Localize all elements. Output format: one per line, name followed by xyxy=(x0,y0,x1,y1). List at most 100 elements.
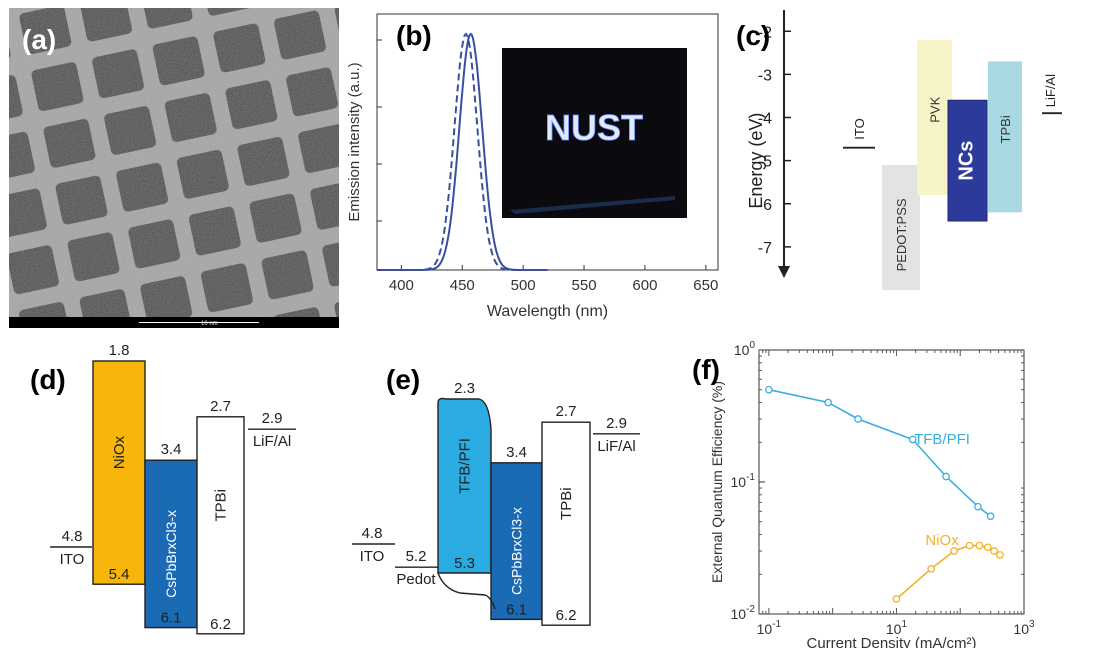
b-x-tick-label: 650 xyxy=(693,277,718,294)
band-label: TPBi xyxy=(558,487,575,520)
level-name: LiF/Al xyxy=(597,438,635,455)
band-label: NiOx xyxy=(111,435,128,469)
f-data-point xyxy=(996,551,1004,559)
f-data-point xyxy=(908,435,917,444)
band-label: TFB/PFI xyxy=(457,438,474,494)
b-y-axis-label: Emission intensity (a.u.) xyxy=(346,62,363,221)
level-value: 2.9 xyxy=(262,410,283,427)
f-data-point xyxy=(824,398,833,407)
f-data-point xyxy=(975,541,984,550)
b-series-dashed xyxy=(380,32,548,271)
band-label: CsPbBrxCl3-x xyxy=(509,507,525,595)
band-top-value: 1.8 xyxy=(109,342,130,359)
b-x-axis-label: Wavelength (nm) xyxy=(487,303,608,320)
b-inset-text: NUST xyxy=(545,107,643,148)
level-name: Pedot xyxy=(396,571,436,588)
f-data-point xyxy=(990,547,998,555)
f-data-point xyxy=(983,543,992,552)
f-data-point xyxy=(974,502,982,511)
level-value: 5.2 xyxy=(406,548,427,565)
c-band-label: PEDOT:PSS xyxy=(894,198,909,271)
panel-b-label: (b) xyxy=(396,20,432,51)
c-y-tick-label: -4 xyxy=(758,111,772,128)
f-data-point xyxy=(927,564,935,573)
band-top-value: 3.4 xyxy=(506,444,527,461)
panel-f-label: (f) xyxy=(692,354,720,385)
c-band-label: NCs xyxy=(956,141,978,181)
panel-d-diagram: 4.8 ITO 1.8 5.4 NiOx 3.4 6.1 CsPbBrxCl3-x 2.7 6.2… xyxy=(50,342,296,635)
b-inset-glow xyxy=(510,196,675,214)
band-0 xyxy=(437,397,492,574)
panel-b-chart: 400 450 500 550 600 650 Wavelength (nm) Emissio… xyxy=(346,13,719,320)
b-x-tick-label: 500 xyxy=(511,277,536,294)
b-inset-photo xyxy=(502,48,687,218)
band-1 xyxy=(490,462,543,621)
band-bottom-value: 6.2 xyxy=(210,616,231,633)
band-bottom-value: 6.2 xyxy=(556,607,577,624)
b-x-tick-label: 400 xyxy=(389,277,414,294)
band-top-value: 2.7 xyxy=(210,398,231,415)
c-ito-label: ITO xyxy=(852,118,867,139)
level-value: 2.9 xyxy=(606,415,627,432)
f-y-tick-label: 10-2 xyxy=(731,604,756,622)
band-2 xyxy=(196,416,245,635)
c-y-tick-label: -2 xyxy=(758,24,772,41)
level-name: ITO xyxy=(60,551,85,568)
b-x-tick-label: 550 xyxy=(572,277,597,294)
c-band-label: TPBi xyxy=(998,115,1013,143)
c-lifal-label: LiF/Al xyxy=(1043,74,1058,107)
level-name: ITO xyxy=(360,548,385,565)
f-series-label: TFB/PFI xyxy=(914,431,970,448)
c-band-pvk xyxy=(917,39,952,196)
f-data-point xyxy=(950,547,958,555)
f-y-axis-label: External Quantum Efficiency (%) xyxy=(709,381,725,583)
level-value: 4.8 xyxy=(362,525,383,542)
band-label: TPBi xyxy=(213,489,230,522)
c-band-tpbi xyxy=(988,61,1022,213)
f-y-tick-label: 10-1 xyxy=(731,472,756,490)
band-top-value: 2.3 xyxy=(454,380,475,397)
panel-e-label: (e) xyxy=(386,364,421,395)
band-top-value: 2.7 xyxy=(556,403,577,420)
band-top-value: 3.4 xyxy=(161,441,182,458)
b-x-tick-label: 600 xyxy=(632,277,657,294)
f-series-label: NiOx xyxy=(925,532,959,549)
c-band-label: PVK xyxy=(928,96,943,122)
band-bottom-value: 5.3 xyxy=(454,555,475,572)
band-bottom-value: 5.4 xyxy=(109,566,130,583)
b-series-solid xyxy=(377,32,548,271)
band-bottom-value: 6.1 xyxy=(161,610,182,627)
c-y-tick-label: -7 xyxy=(758,240,772,257)
f-x-tick-label: 10-1 xyxy=(757,619,782,637)
panel-a: 10 nm xyxy=(9,8,339,328)
band-0 xyxy=(92,360,146,585)
band-bend xyxy=(437,572,496,610)
c-y-axis-label: Energy (eV) xyxy=(746,113,766,209)
f-data-point xyxy=(965,541,974,550)
scalebar xyxy=(139,322,259,323)
f-data-point xyxy=(986,512,995,521)
f-x-axis-label: Current Density (mA/cm²) xyxy=(806,635,976,648)
band-2 xyxy=(541,421,591,626)
f-x-tick-label: 101 xyxy=(886,619,908,637)
f-y-tick-label: 100 xyxy=(734,340,756,358)
f-data-point xyxy=(942,472,950,481)
f-data-point xyxy=(765,385,773,394)
f-series-line xyxy=(768,388,992,517)
band-bottom-value: 6.1 xyxy=(506,601,527,618)
c-band-pedotpss xyxy=(882,164,920,290)
panel-c-diagram: -2 -3 -4 -5 -6 -7 Energy (eV) ITO LiF/Al PEDOT:PS… xyxy=(746,10,1062,290)
c-y-tick-label: -5 xyxy=(758,154,772,171)
panel-d-label: (d) xyxy=(30,364,66,395)
panel-c-label: (c) xyxy=(736,20,771,51)
panel-a-label: (a) xyxy=(22,24,57,55)
b-x-tick-label: 450 xyxy=(450,277,475,294)
f-series-line xyxy=(895,544,1001,600)
panel-e-diagram: 4.8 ITO 5.2 Pedot 2.3 5.3 TFB/PFI 3.4 6.1 CsPbBrx… xyxy=(352,380,640,626)
f-data-point xyxy=(892,595,901,603)
band-label: CsPbBrxCl3-x xyxy=(163,510,179,598)
f-plot-frame xyxy=(758,349,1025,615)
tem-image xyxy=(9,8,339,328)
level-value: 4.8 xyxy=(62,528,83,545)
